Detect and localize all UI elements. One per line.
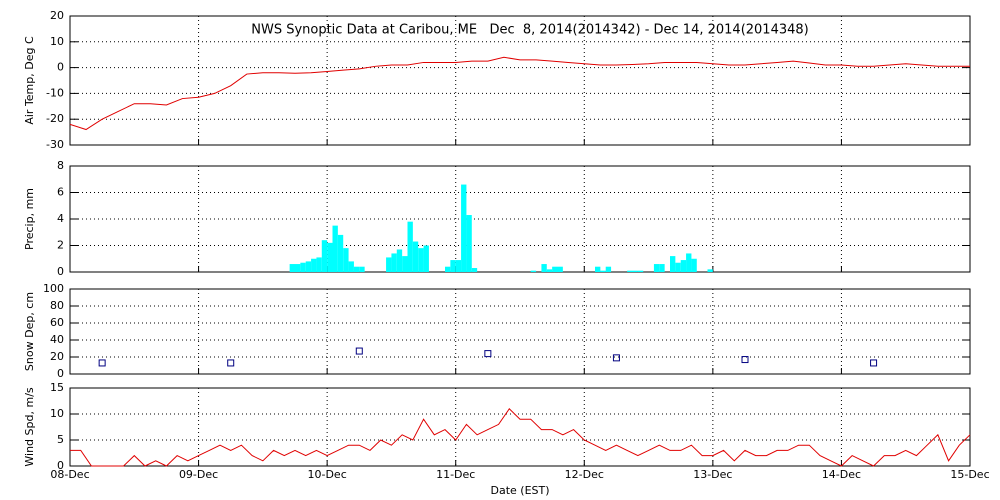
- x-tick-label: 11-Dec: [436, 468, 475, 481]
- x-tick-label: 08-Dec: [50, 468, 89, 481]
- bar: [353, 266, 360, 272]
- point: [741, 356, 749, 364]
- plot-frame: [69, 165, 971, 273]
- x-tick-label: 14-Dec: [822, 468, 861, 481]
- y-tick-label: 0: [57, 367, 64, 380]
- bar: [552, 266, 558, 272]
- line: [70, 408, 971, 467]
- y-tick-label: 0: [57, 265, 64, 278]
- y-tick-label: 10: [50, 407, 64, 420]
- bar: [386, 257, 392, 272]
- x-tick-label: 09-Dec: [179, 468, 218, 481]
- bar: [455, 260, 462, 272]
- y-tick-label: 6: [57, 186, 64, 199]
- point: [227, 359, 235, 367]
- x-tick-label: 13-Dec: [693, 468, 732, 481]
- bar: [418, 248, 424, 272]
- chart-title: NWS Synoptic Data at Caribou, ME Dec 8, …: [251, 23, 809, 38]
- bar: [530, 270, 537, 272]
- bar: [289, 264, 295, 272]
- y-tick-label: 15: [50, 381, 64, 394]
- x-tick-label: 15-Dec: [950, 468, 989, 481]
- bar: [407, 221, 413, 272]
- point: [98, 359, 106, 367]
- point: [870, 359, 878, 367]
- y-tick-label: -30: [46, 138, 64, 151]
- bar: [343, 248, 349, 272]
- point: [355, 347, 363, 355]
- plot-frame: [69, 288, 971, 375]
- bar: [675, 262, 681, 272]
- bar: [412, 241, 419, 272]
- y-axis-label: Snow Dep, cm: [23, 292, 36, 371]
- y-axis-label: Air Temp, Deg C: [23, 36, 36, 125]
- bar: [637, 270, 644, 272]
- y-tick-label: -20: [46, 112, 64, 125]
- bar: [300, 262, 306, 272]
- bar: [321, 240, 328, 272]
- bar: [327, 242, 333, 272]
- bar: [396, 249, 403, 272]
- x-tick-label: 10-Dec: [308, 468, 347, 481]
- y-tick-label: 20: [50, 350, 64, 363]
- y-tick-label: 0: [57, 61, 64, 74]
- y-tick-label: -10: [46, 86, 64, 99]
- bar: [541, 264, 547, 272]
- bar: [445, 266, 451, 272]
- bar: [450, 260, 456, 272]
- bar: [423, 245, 429, 272]
- plot-frame: [69, 15, 971, 146]
- y-tick-label: 4: [57, 212, 64, 225]
- bar: [311, 258, 317, 272]
- y-tick-label: 8: [57, 159, 64, 172]
- point: [484, 350, 492, 358]
- bar: [316, 257, 322, 272]
- y-tick-label: 100: [43, 282, 64, 295]
- bar: [653, 264, 660, 272]
- bar: [295, 264, 301, 272]
- y-axis-label: Precip, mm: [23, 188, 36, 250]
- bar: [337, 234, 344, 272]
- y-tick-label: 2: [57, 239, 64, 252]
- y-tick-label: 5: [57, 433, 64, 446]
- bar: [691, 258, 697, 272]
- bar: [332, 225, 338, 272]
- bar: [546, 269, 553, 272]
- bar: [670, 256, 676, 272]
- y-tick-label: 60: [50, 316, 64, 329]
- bar: [627, 270, 633, 272]
- bar: [600, 270, 606, 272]
- bar: [557, 266, 563, 272]
- y-axis-label: Wind Spd, m/s: [23, 387, 36, 467]
- x-axis-label: Date (EST): [490, 484, 549, 497]
- bar: [402, 256, 408, 272]
- y-tick-label: 80: [50, 299, 64, 312]
- bar: [461, 184, 467, 272]
- bar: [686, 253, 692, 272]
- bar: [305, 261, 312, 272]
- bar: [605, 266, 612, 272]
- bar: [391, 253, 397, 272]
- line: [69, 56, 970, 131]
- y-tick-label: 20: [50, 9, 64, 22]
- bar: [659, 264, 665, 272]
- bar: [680, 260, 687, 272]
- y-tick-label: 0: [57, 459, 64, 472]
- bar: [466, 215, 472, 272]
- y-tick-label: 40: [50, 333, 64, 346]
- bar: [595, 266, 601, 272]
- bar: [471, 268, 478, 272]
- bar: [359, 266, 365, 272]
- bar: [348, 261, 354, 272]
- x-tick-label: 12-Dec: [565, 468, 604, 481]
- plot-frame: [69, 387, 971, 467]
- y-tick-label: 10: [50, 35, 64, 48]
- bar: [707, 269, 713, 272]
- bar: [632, 270, 638, 272]
- point: [612, 354, 620, 362]
